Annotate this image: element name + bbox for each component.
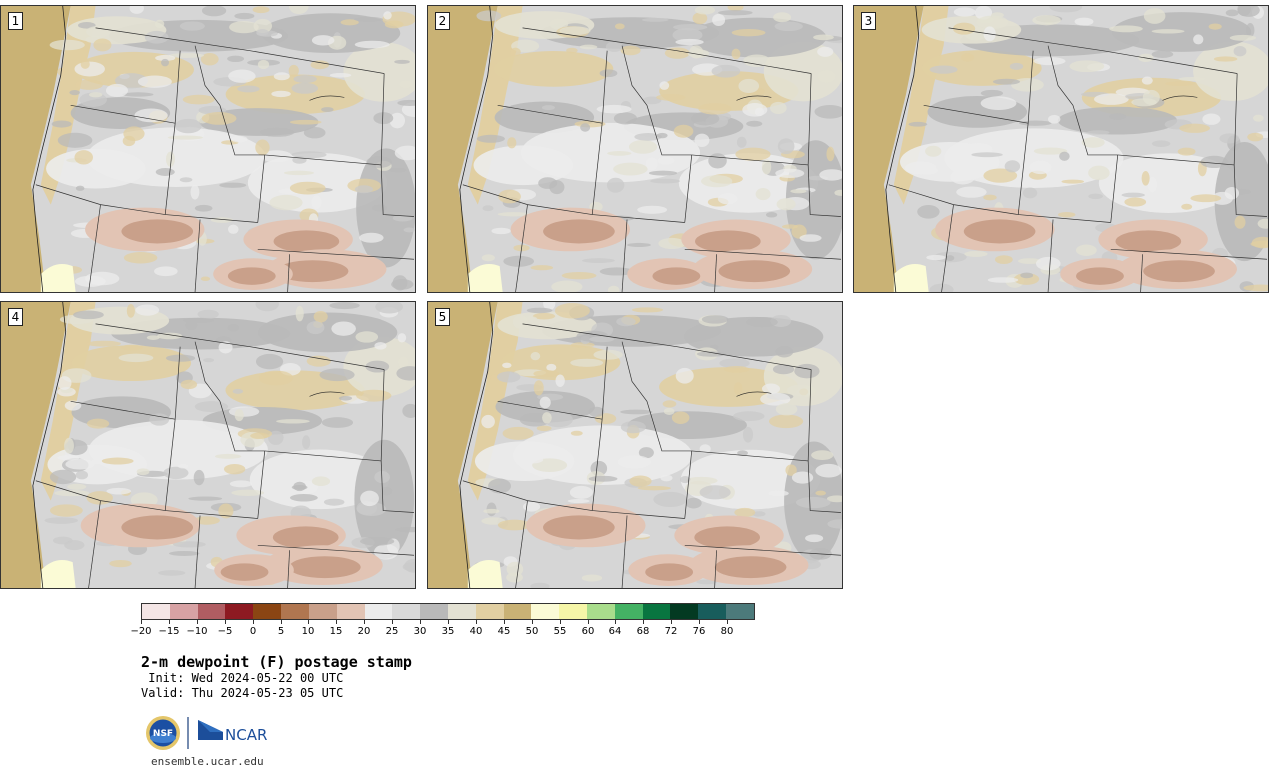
colorbar-swatch <box>447 604 476 619</box>
map-panel-3: 3 <box>853 5 1269 293</box>
map-panel-5: 5 <box>427 301 843 589</box>
colorbar-tick-label: 45 <box>497 626 511 637</box>
colorbar-tick-label: 0 <box>249 626 257 637</box>
colorbar-tick <box>727 620 728 624</box>
colorbar-swatch <box>587 604 615 619</box>
colorbar-tick-label: 5 <box>277 626 285 637</box>
ncar-logo-icon: NCAR <box>198 720 267 744</box>
colorbar-ticks: −20 −15 −10 −5 0 5 10 15 20 25 30 35 40 45 50 55 60 64 68 7… <box>130 620 755 640</box>
figure-title: 2-m dewpoint (F) postage stamp <box>141 653 412 671</box>
nsf-logo-text: NSF <box>153 729 173 739</box>
colorbar-tick-label: −10 <box>186 626 208 637</box>
colorbar-tick <box>504 620 505 624</box>
colorbar-tick-label: 40 <box>469 626 483 637</box>
colorbar-tick <box>448 620 449 624</box>
colorbar-swatch <box>197 604 226 619</box>
colorbar-tick-label: 55 <box>553 626 567 637</box>
nsf-logo-icon: NSF <box>146 716 180 750</box>
colorbar-tick-label: 60 <box>581 626 595 637</box>
colorbar-tick <box>336 620 337 624</box>
colorbar-tick <box>253 620 254 624</box>
colorbar-tick <box>476 620 477 624</box>
colorbar-tick <box>699 620 700 624</box>
panel-number-4: 4 <box>8 308 23 326</box>
colorbar-tick-label: 30 <box>413 626 427 637</box>
colorbar <box>141 603 755 620</box>
ncar-logo-text: NCAR <box>225 726 267 744</box>
colorbar-swatch <box>253 604 282 619</box>
colorbar-tick <box>141 620 142 624</box>
colorbar-swatch <box>225 604 254 619</box>
map-panel-1: 1 <box>0 5 416 293</box>
panel-number-1: 1 <box>8 12 23 30</box>
colorbar-swatch <box>614 604 643 619</box>
colorbar-swatch <box>670 604 699 619</box>
colorbar-tick <box>671 620 672 624</box>
colorbar-tick <box>225 620 226 624</box>
colorbar-swatch <box>726 604 754 619</box>
colorbar-swatch <box>698 604 727 619</box>
colorbar-swatch <box>281 604 309 619</box>
colorbar-tick-label: 25 <box>385 626 399 637</box>
colorbar-tick <box>643 620 644 624</box>
dewpoint-map-5 <box>428 302 842 588</box>
colorbar-tick <box>281 620 282 624</box>
colorbar-swatch <box>420 604 448 619</box>
colorbar-swatch <box>503 604 532 619</box>
init-time: Init: Wed 2024-05-22 00 UTC <box>141 671 344 685</box>
panel-number-5: 5 <box>435 308 450 326</box>
colorbar-swatch <box>475 604 504 619</box>
colorbar-tick-label: −15 <box>158 626 180 637</box>
website-url: ensemble.ucar.edu <box>151 755 264 768</box>
colorbar-tick-label: 10 <box>301 626 315 637</box>
colorbar-swatch <box>336 604 365 619</box>
colorbar-tick-label: 68 <box>636 626 650 637</box>
dewpoint-map-1 <box>1 6 415 292</box>
colorbar-tick <box>197 620 198 624</box>
colorbar-tick-label: 80 <box>720 626 734 637</box>
colorbar-swatch <box>531 604 560 619</box>
colorbar-tick <box>392 620 393 624</box>
colorbar-tick <box>615 620 616 624</box>
colorbar-swatch <box>364 604 393 619</box>
colorbar-tick-label: −20 <box>130 626 152 637</box>
colorbar-tick <box>588 620 589 624</box>
colorbar-swatch <box>559 604 587 619</box>
colorbar-tick <box>560 620 561 624</box>
dewpoint-map-2 <box>428 6 842 292</box>
colorbar-tick-label: 15 <box>329 626 343 637</box>
colorbar-tick-label: 76 <box>692 626 706 637</box>
colorbar-tick-label: 35 <box>441 626 455 637</box>
colorbar-tick-label: 20 <box>357 626 371 637</box>
colorbar-tick-label: 72 <box>664 626 678 637</box>
colorbar-tick-label: −5 <box>217 626 233 637</box>
colorbar-tick-label: 64 <box>608 626 622 637</box>
colorbar-swatch <box>142 604 170 619</box>
colorbar-tick <box>420 620 421 624</box>
map-panel-4: 4 <box>0 301 416 589</box>
colorbar-tick <box>364 620 365 624</box>
panel-number-3: 3 <box>861 12 876 30</box>
colorbar-tick <box>308 620 309 624</box>
colorbar-tick-label: 50 <box>525 626 539 637</box>
logos: NSF NCAR <box>144 714 274 752</box>
colorbar-swatch <box>642 604 671 619</box>
valid-time: Valid: Thu 2024-05-23 05 UTC <box>141 686 344 700</box>
colorbar-swatch <box>392 604 421 619</box>
map-panel-2: 2 <box>427 5 843 293</box>
colorbar-tick <box>169 620 170 624</box>
dewpoint-map-4 <box>1 302 415 588</box>
colorbar-swatch <box>169 604 198 619</box>
colorbar-swatch <box>308 604 337 619</box>
dewpoint-map-3 <box>854 6 1268 292</box>
colorbar-tick <box>532 620 533 624</box>
panel-number-2: 2 <box>435 12 450 30</box>
